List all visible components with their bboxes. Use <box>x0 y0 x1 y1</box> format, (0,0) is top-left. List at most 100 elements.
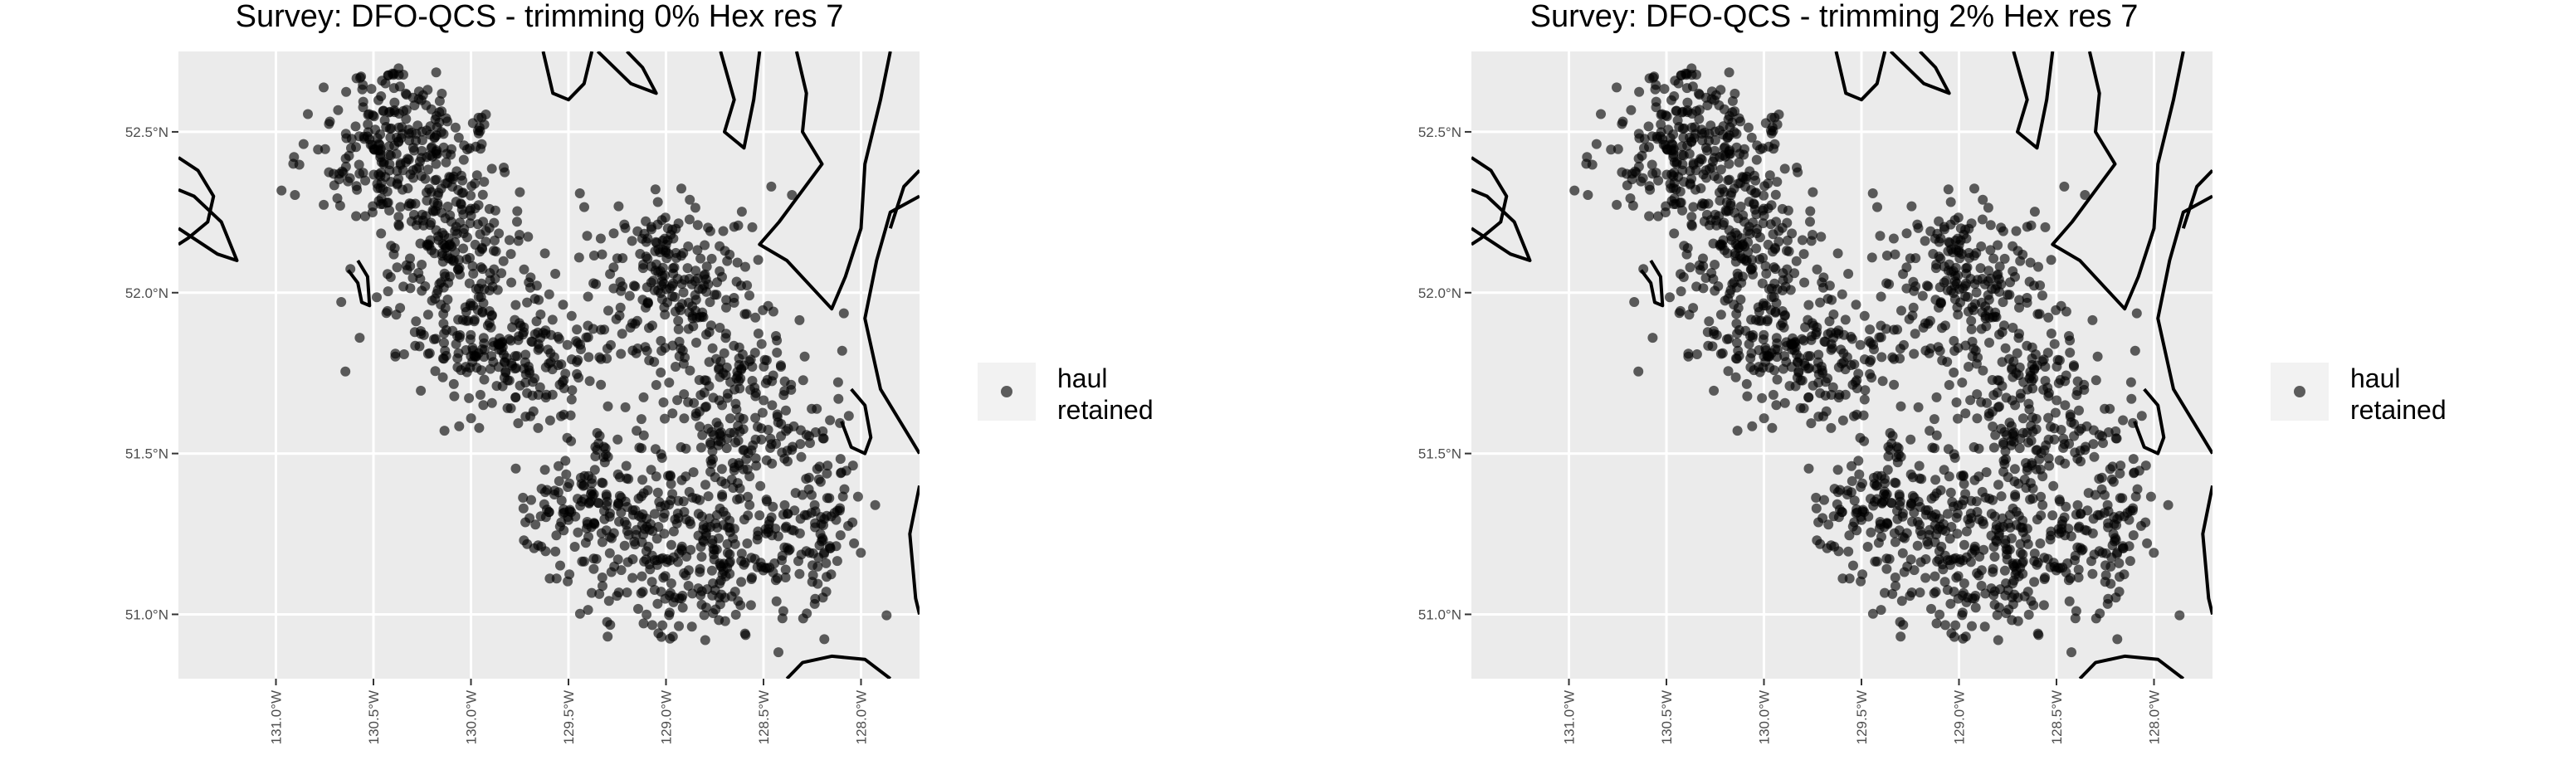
haul-point <box>430 366 441 377</box>
haul-point <box>637 475 648 485</box>
haul-point <box>2059 181 2070 192</box>
haul-point <box>478 400 489 411</box>
haul-point <box>559 525 569 536</box>
haul-point <box>1990 430 2001 441</box>
haul-point <box>1760 261 1771 271</box>
haul-point <box>754 510 765 521</box>
haul-point <box>656 368 666 378</box>
haul-point <box>1913 222 1924 233</box>
haul-point <box>1942 509 1953 519</box>
haul-point <box>810 518 821 529</box>
haul-point <box>1704 316 1715 327</box>
haul-point <box>632 524 642 535</box>
haul-point <box>1992 610 2003 621</box>
haul-point <box>313 144 324 155</box>
haul-point <box>691 494 702 504</box>
haul-point <box>1969 593 1980 604</box>
haul-point <box>697 430 708 441</box>
x-tick-label: 129.0°W <box>659 690 675 744</box>
haul-point <box>513 236 524 246</box>
haul-point <box>1896 305 1906 316</box>
haul-point <box>815 476 826 487</box>
haul-point <box>1962 262 1973 273</box>
haul-point <box>832 377 843 387</box>
haul-point <box>1771 400 1782 411</box>
haul-point <box>1925 524 1935 535</box>
haul-point <box>354 168 365 179</box>
haul-point <box>1872 202 1882 212</box>
haul-point <box>2034 309 2045 319</box>
haul-point <box>1985 220 1996 231</box>
haul-point <box>1975 263 1986 274</box>
haul-point <box>2061 370 2071 381</box>
haul-point <box>1934 345 1945 356</box>
haul-point <box>430 175 441 186</box>
haul-point <box>696 311 707 322</box>
haul-point <box>1751 243 1762 254</box>
haul-point <box>2026 370 2036 381</box>
haul-point <box>1653 211 1663 222</box>
haul-point <box>469 316 480 327</box>
haul-point <box>1766 292 1777 302</box>
haul-point <box>753 421 763 432</box>
haul-point <box>1997 357 2008 368</box>
haul-point <box>2128 454 2139 465</box>
haul-point <box>1905 591 1915 602</box>
haul-point <box>2059 439 2070 450</box>
haul-point <box>433 188 444 198</box>
haul-point <box>652 487 663 498</box>
haul-point <box>2013 616 2023 626</box>
haul-point <box>1876 532 1886 542</box>
haul-point <box>574 188 585 198</box>
haul-point <box>584 376 595 387</box>
haul-point <box>619 540 630 551</box>
haul-point <box>389 97 400 108</box>
haul-point <box>638 392 649 402</box>
coastline <box>2012 51 2055 150</box>
haul-point <box>1967 351 1978 362</box>
haul-point <box>376 178 387 188</box>
haul-point <box>416 385 427 396</box>
haul-point <box>583 605 593 616</box>
haul-point <box>653 628 664 639</box>
haul-point <box>1826 422 1837 433</box>
haul-point <box>729 222 739 232</box>
haul-point <box>573 355 583 365</box>
haul-point <box>2048 480 2059 491</box>
haul-point <box>1811 503 1822 514</box>
haul-point <box>679 413 690 424</box>
haul-point <box>650 246 661 256</box>
haul-point <box>1969 183 1979 194</box>
haul-point <box>591 553 602 564</box>
haul-point <box>748 440 759 451</box>
haul-point <box>2066 647 2076 658</box>
haul-point <box>1634 86 1645 97</box>
haul-point <box>539 465 550 475</box>
haul-point <box>473 292 484 302</box>
haul-point <box>429 133 440 144</box>
haul-point <box>1929 491 1939 502</box>
haul-point <box>777 613 788 624</box>
haul-point <box>1735 295 1746 304</box>
haul-point <box>1777 318 1788 329</box>
haul-point <box>2029 280 2039 291</box>
haul-point <box>695 567 705 577</box>
x-tick-label: 128.5°W <box>2049 690 2065 744</box>
haul-point <box>685 544 696 555</box>
haul-point <box>1612 144 1623 154</box>
haul-point <box>525 282 535 293</box>
haul-point <box>1691 349 1702 359</box>
haul-point <box>589 465 600 475</box>
haul-point <box>759 395 769 406</box>
haul-point <box>1853 368 1864 379</box>
haul-point <box>1907 310 1918 321</box>
haul-point <box>1874 523 1885 533</box>
haul-point <box>2064 596 2075 607</box>
haul-point <box>579 470 590 481</box>
haul-point <box>1766 128 1777 139</box>
haul-point <box>794 568 805 579</box>
haul-point <box>1964 362 1973 372</box>
haul-point <box>1998 320 2009 331</box>
haul-point <box>1749 204 1760 215</box>
haul-point <box>1651 102 1661 113</box>
